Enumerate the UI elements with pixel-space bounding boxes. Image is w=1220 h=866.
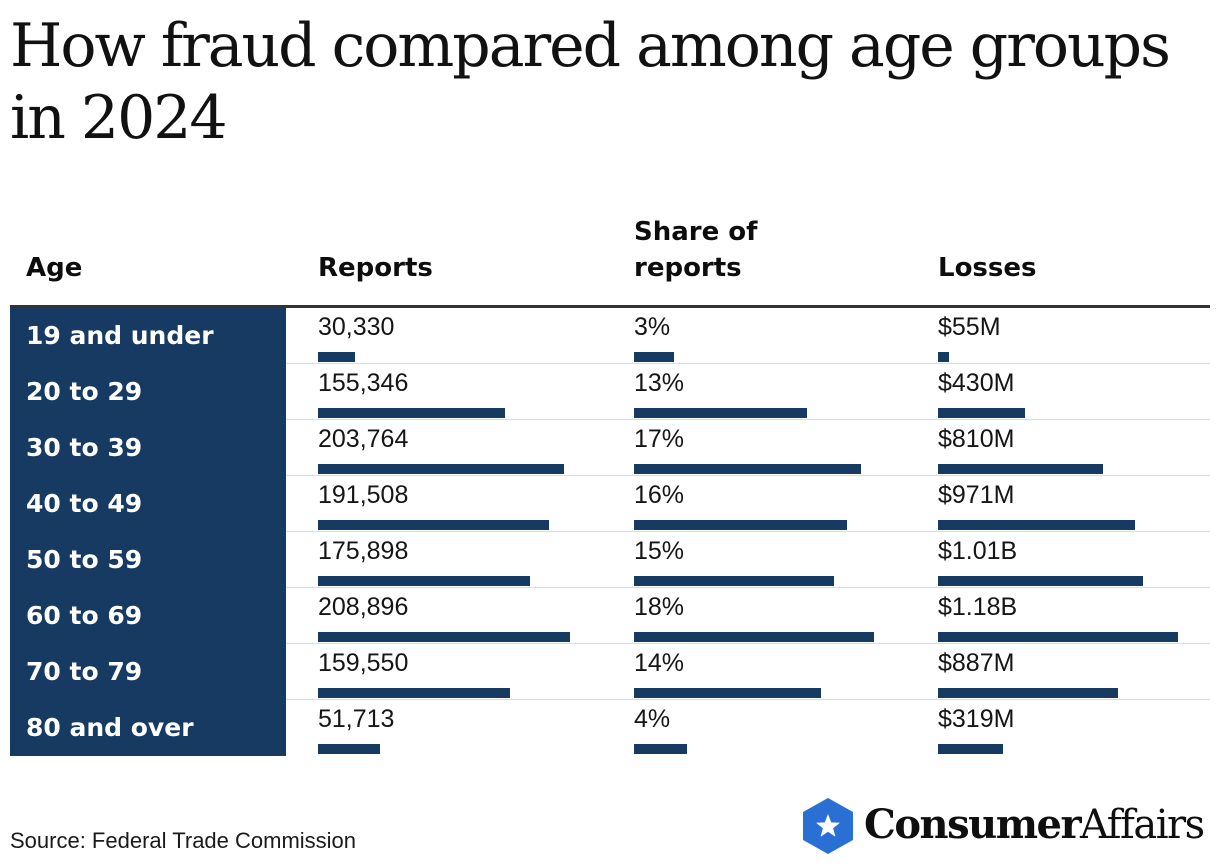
- losses-value: $971M: [938, 481, 1015, 509]
- row-divider: [286, 475, 1210, 476]
- age-column-band: [10, 308, 286, 756]
- table-row: 50 to 59 175,898 15% $1.01B: [10, 532, 1210, 588]
- age-group-label: 20 to 29: [26, 377, 143, 406]
- reports-bar: [318, 352, 355, 362]
- table-row: 70 to 79 159,550 14% $887M: [10, 644, 1210, 700]
- share-bar: [634, 352, 674, 362]
- row-divider: [286, 699, 1210, 700]
- losses-bar: [938, 576, 1143, 586]
- age-group-label: 80 and over: [26, 713, 194, 742]
- row-divider: [286, 587, 1210, 588]
- losses-bar: [938, 408, 1025, 418]
- share-value: 15%: [634, 537, 685, 565]
- reports-value: 191,508: [318, 481, 409, 509]
- table-row: 80 and over 51,713 4% $319M: [10, 700, 1210, 756]
- reports-value: 30,330: [318, 313, 395, 341]
- losses-bar: [938, 520, 1135, 530]
- reports-value: 203,764: [318, 425, 409, 453]
- losses-value: $430M: [938, 369, 1015, 397]
- losses-value: $319M: [938, 705, 1015, 733]
- losses-bar: [938, 464, 1103, 474]
- age-group-label: 40 to 49: [26, 489, 143, 518]
- share-bar: [634, 520, 847, 530]
- share-bar: [634, 688, 821, 698]
- share-value: 14%: [634, 649, 685, 677]
- reports-bar: [318, 520, 549, 530]
- share-value: 3%: [634, 313, 671, 341]
- row-divider: [286, 643, 1210, 644]
- share-value: 17%: [634, 425, 685, 453]
- reports-bar: [318, 408, 505, 418]
- age-group-label: 19 and under: [26, 321, 214, 350]
- share-value: 18%: [634, 593, 685, 621]
- share-value: 4%: [634, 705, 671, 733]
- age-group-label: 60 to 69: [26, 601, 143, 630]
- reports-value: 175,898: [318, 537, 409, 565]
- losses-value: $810M: [938, 425, 1015, 453]
- table-row: 40 to 49 191,508 16% $971M: [10, 476, 1210, 532]
- row-divider: [286, 419, 1210, 420]
- losses-bar: [938, 744, 1003, 754]
- brand-name-bold: Consumer: [864, 801, 1082, 848]
- age-group-label: 30 to 39: [26, 433, 143, 462]
- chart-title: How fraud compared among age groups in 2…: [10, 11, 1171, 153]
- losses-bar: [938, 632, 1178, 642]
- column-header-reports: Reports: [318, 253, 433, 283]
- reports-bar: [318, 576, 530, 586]
- row-divider: [286, 531, 1210, 532]
- share-bar: [634, 464, 861, 474]
- reports-value: 159,550: [318, 649, 409, 677]
- reports-bar: [318, 464, 564, 474]
- share-value: 16%: [634, 481, 685, 509]
- age-group-label: 70 to 79: [26, 657, 143, 686]
- reports-value: 51,713: [318, 705, 395, 733]
- reports-bar: [318, 744, 380, 754]
- brand-name-light: Affairs: [1080, 802, 1205, 848]
- column-header-losses: Losses: [938, 253, 1037, 283]
- share-bar: [634, 632, 874, 642]
- column-header-age: Age: [26, 253, 83, 283]
- share-bar: [634, 576, 834, 586]
- losses-bar: [938, 688, 1118, 698]
- table-row: 30 to 39 203,764 17% $810M: [10, 420, 1210, 476]
- column-header-share: Share of reports: [634, 217, 758, 283]
- table-row: 20 to 29 155,346 13% $430M: [10, 364, 1210, 420]
- header-rule: [10, 305, 1210, 308]
- share-value: 13%: [634, 369, 685, 397]
- table-row: 60 to 69 208,896 18% $1.18B: [10, 588, 1210, 644]
- table-row: 19 and under 30,330 3% $55M: [10, 308, 1210, 364]
- reports-value: 155,346: [318, 369, 409, 397]
- losses-value: $55M: [938, 313, 1001, 341]
- losses-value: $887M: [938, 649, 1015, 677]
- row-divider: [286, 363, 1210, 364]
- losses-value: $1.18B: [938, 593, 1018, 621]
- reports-bar: [318, 688, 510, 698]
- share-bar: [634, 744, 687, 754]
- source-note: Source: Federal Trade Commission: [10, 828, 357, 853]
- brand-wordmark: ConsumerAffairs: [864, 801, 1205, 849]
- star-badge-icon: [803, 798, 853, 854]
- age-group-label: 50 to 59: [26, 545, 143, 574]
- losses-value: $1.01B: [938, 537, 1018, 565]
- reports-value: 208,896: [318, 593, 409, 621]
- losses-bar: [938, 352, 949, 362]
- share-bar: [634, 408, 807, 418]
- reports-bar: [318, 632, 570, 642]
- brand-logo: ConsumerAffairs: [800, 796, 1212, 856]
